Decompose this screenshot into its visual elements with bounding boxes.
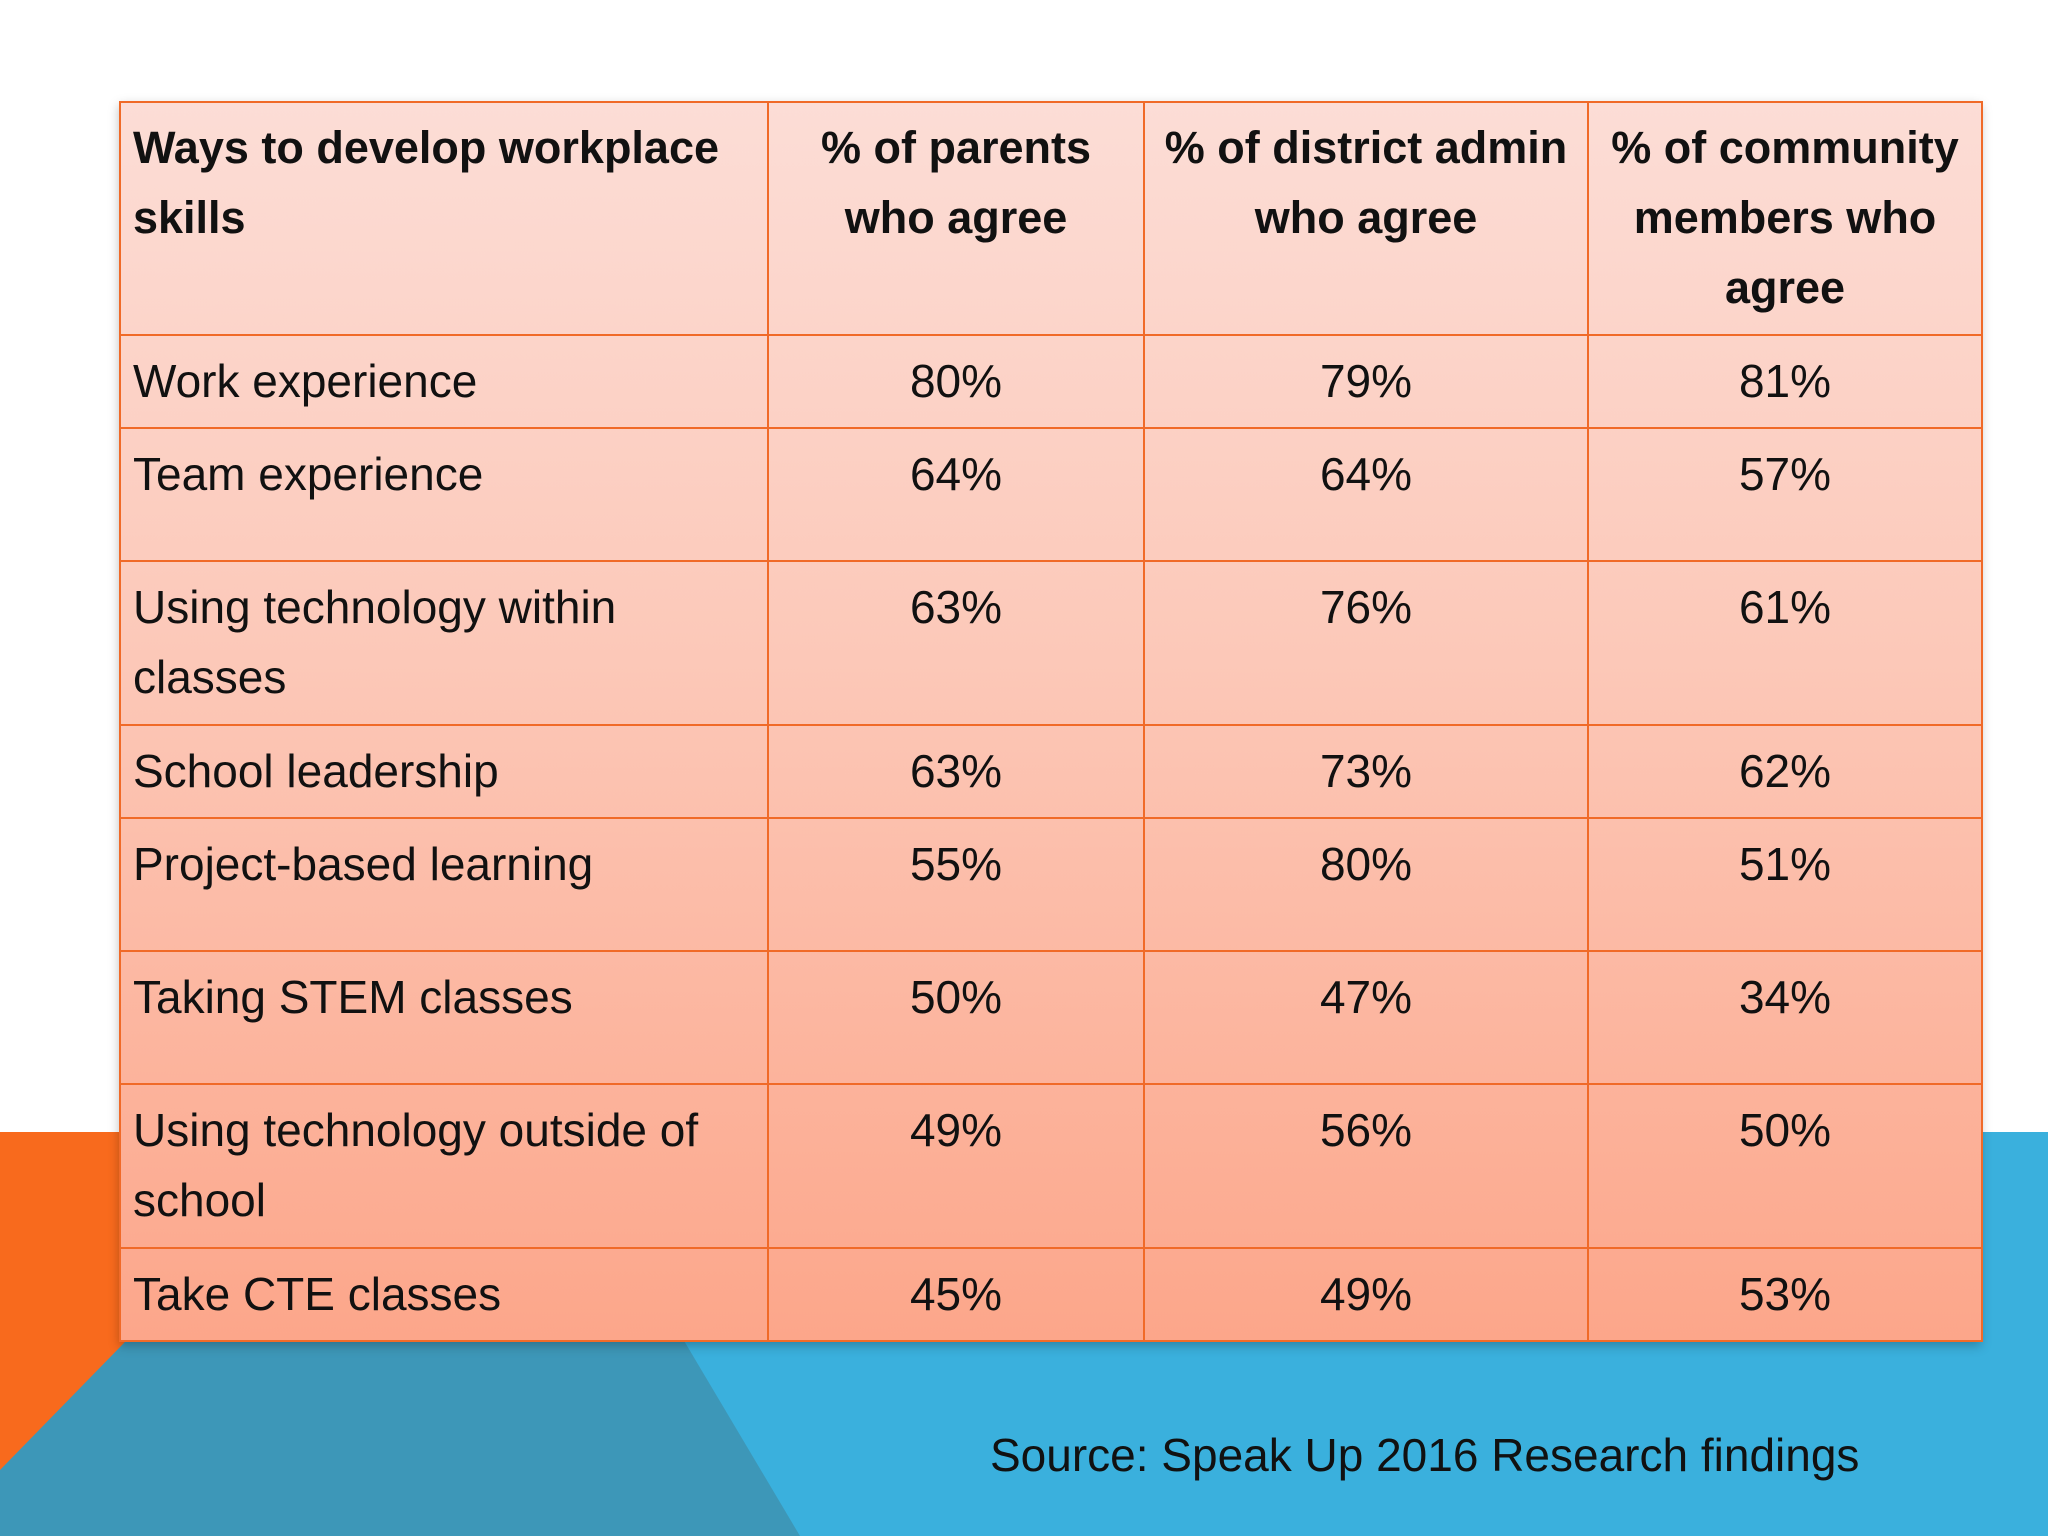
parents-value: 50% [767, 950, 1145, 1086]
parents-value: 64% [767, 427, 1145, 563]
row-label: Using technology outside of school [119, 1083, 769, 1249]
admin-value: 64% [1143, 427, 1589, 563]
community-value: 81% [1587, 333, 1983, 430]
source-caption: Source: Speak Up 2016 Research findings [990, 1429, 1860, 1481]
data-table-container: Ways to develop workplace skills % of pa… [119, 101, 1983, 1343]
table-row: Take CTE classes 45% 49% 53% [119, 1246, 1983, 1343]
admin-value: 73% [1143, 723, 1589, 819]
row-label: Take CTE classes [119, 1246, 769, 1343]
parents-value: 63% [767, 560, 1145, 726]
community-value: 50% [1587, 1083, 1983, 1249]
admin-value: 76% [1143, 560, 1589, 726]
community-value: 57% [1587, 427, 1983, 563]
table-header-row: Ways to develop workplace skills % of pa… [119, 101, 1983, 336]
admin-value: 47% [1143, 950, 1589, 1086]
table-row: Work experience 80% 79% 81% [119, 333, 1983, 430]
parents-value: 63% [767, 723, 1145, 819]
header-parents: % of parents who agree [767, 101, 1145, 336]
parents-value: 55% [767, 816, 1145, 953]
header-admin: % of district admin who agree [1143, 101, 1589, 336]
header-community: % of community members who agree [1587, 101, 1983, 336]
parents-value: 49% [767, 1083, 1145, 1249]
community-value: 61% [1587, 560, 1983, 726]
row-label: Work experience [119, 333, 769, 430]
community-value: 34% [1587, 950, 1983, 1086]
community-value: 62% [1587, 723, 1983, 819]
admin-value: 49% [1143, 1246, 1589, 1343]
community-value: 53% [1587, 1246, 1983, 1343]
table-row: School leadership 63% 73% 62% [119, 723, 1983, 819]
row-label: Using technology within classes [119, 560, 769, 726]
header-ways: Ways to develop workplace skills [119, 101, 769, 336]
table-row: Taking STEM classes 50% 47% 34% [119, 950, 1983, 1086]
admin-value: 80% [1143, 816, 1589, 953]
community-value: 51% [1587, 816, 1983, 953]
table-row: Using technology within classes 63% 76% … [119, 560, 1983, 726]
admin-value: 56% [1143, 1083, 1589, 1249]
row-label: Project-based learning [119, 816, 769, 953]
row-label: Taking STEM classes [119, 950, 769, 1086]
row-label: Team experience [119, 427, 769, 563]
parents-value: 45% [767, 1246, 1145, 1343]
row-label: School leadership [119, 723, 769, 819]
table-row: Using technology outside of school 49% 5… [119, 1083, 1983, 1249]
table-row: Project-based learning 55% 80% 51% [119, 816, 1983, 953]
parents-value: 80% [767, 333, 1145, 430]
admin-value: 79% [1143, 333, 1589, 430]
table-row: Team experience 64% 64% 57% [119, 427, 1983, 563]
workplace-skills-table: Ways to develop workplace skills % of pa… [119, 101, 1983, 1343]
